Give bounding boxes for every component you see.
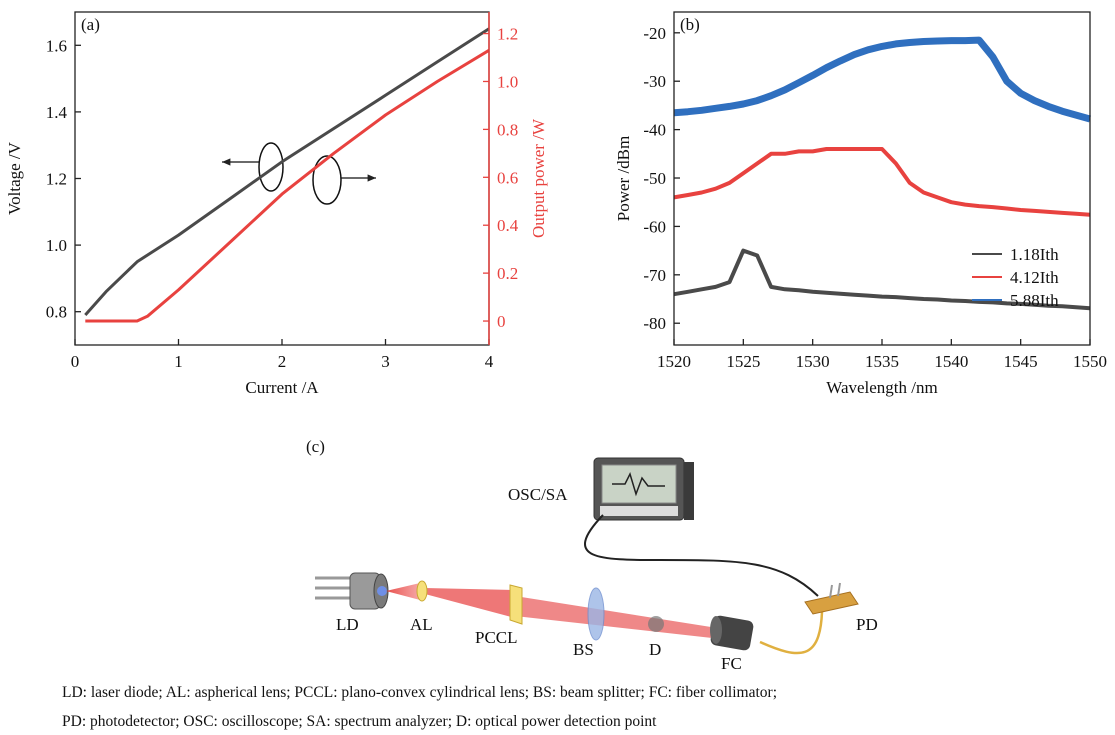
- y2-tick-label: 0.8: [497, 120, 518, 139]
- monitor-side: [684, 462, 694, 520]
- y-tick-label: -70: [643, 266, 666, 285]
- y-tick-label: 1.6: [46, 36, 67, 55]
- y-tick-label: 1.0: [46, 236, 67, 255]
- panel-label: (b): [680, 15, 700, 34]
- panel-label: (c): [306, 437, 325, 456]
- buttons: [600, 506, 678, 516]
- setup-diagram: (c) OSC/SA LD AL PCCL BS D FC: [62, 437, 878, 730]
- collimator-face: [710, 616, 722, 644]
- y2-tick-label: 0: [497, 312, 506, 331]
- y-tick-label: -40: [643, 121, 666, 140]
- ellipse: [258, 142, 284, 192]
- x-tick-label: 1535: [865, 352, 899, 371]
- photodetector: [804, 591, 859, 615]
- y2-tick-label: 0.4: [497, 216, 519, 235]
- series-line: [85, 49, 490, 323]
- series-line: [673, 248, 1091, 311]
- x-tick-label: 1520: [657, 352, 691, 371]
- beam: [425, 588, 515, 618]
- x-tick-label: 3: [381, 352, 390, 371]
- y-axis-label: Power /dBm: [614, 136, 633, 221]
- component-label: AL: [410, 615, 433, 634]
- cyl-lens: [509, 584, 523, 625]
- x-tick-label: 0: [71, 352, 80, 371]
- caption: LD: laser diode; AL: aspherical lens; PC…: [62, 684, 777, 701]
- legend-label: 1.18Ith: [1010, 245, 1059, 264]
- y2-tick-label: 1.2: [497, 25, 518, 44]
- x-axis-label: Current /A: [245, 378, 319, 397]
- beam: [515, 596, 730, 640]
- emitter: [377, 586, 387, 596]
- y2-tick-label: 1.0: [497, 72, 518, 91]
- y-tick-label: -30: [643, 72, 666, 91]
- y2-tick-label: 0.6: [497, 168, 518, 187]
- series-line: [673, 147, 1091, 217]
- x-tick-label: 1525: [726, 352, 760, 371]
- y2-tick-label: 0.2: [497, 264, 518, 283]
- x-tick-label: 1530: [796, 352, 830, 371]
- legend-label: 5.88Ith: [1010, 291, 1059, 310]
- x-tick-label: 4: [485, 352, 494, 371]
- y-tick-label: -20: [643, 24, 666, 43]
- caption: PD: photodetector; OSC: oscilloscope; SA…: [62, 713, 657, 730]
- component-label: PD: [856, 615, 878, 634]
- splitter: [587, 587, 605, 641]
- component-label: PCCL: [475, 628, 518, 647]
- pin: [829, 584, 833, 599]
- component-label: OSC/SA: [508, 485, 568, 504]
- component-label: LD: [336, 615, 359, 634]
- waveform: [612, 471, 665, 497]
- annotations: [222, 142, 376, 205]
- panel-label: (a): [81, 15, 100, 34]
- y-tick-label: -80: [643, 314, 666, 333]
- x-axis-label: Wavelength /nm: [826, 378, 937, 397]
- component-label: BS: [573, 640, 594, 659]
- x-tick-label: 1550: [1073, 352, 1107, 371]
- legend-label: 4.12Ith: [1010, 268, 1059, 287]
- lens: [416, 580, 428, 602]
- y-tick-label: -60: [643, 217, 666, 236]
- cable: [584, 514, 819, 597]
- y2-axis-label: Output power /W: [529, 118, 548, 238]
- y-axis-label: Voltage /V: [5, 141, 24, 215]
- x-tick-label: 2: [278, 352, 287, 371]
- x-tick-label: 1545: [1004, 352, 1038, 371]
- y-tick-label: 1.4: [46, 103, 68, 122]
- ellipse: [312, 155, 342, 205]
- x-tick-label: 1: [174, 352, 183, 371]
- x-tick-label: 1540: [934, 352, 968, 371]
- beam: [386, 583, 420, 600]
- component-label: D: [649, 640, 661, 659]
- series-line: [673, 36, 1091, 123]
- pin: [837, 582, 841, 597]
- y-tick-label: 1.2: [46, 170, 67, 189]
- component-label: FC: [721, 654, 742, 673]
- detection-point: [648, 616, 664, 632]
- y-tick-label: 0.8: [46, 303, 67, 322]
- fiber: [759, 611, 824, 655]
- y-tick-label: -50: [643, 169, 666, 188]
- series-line: [84, 27, 490, 316]
